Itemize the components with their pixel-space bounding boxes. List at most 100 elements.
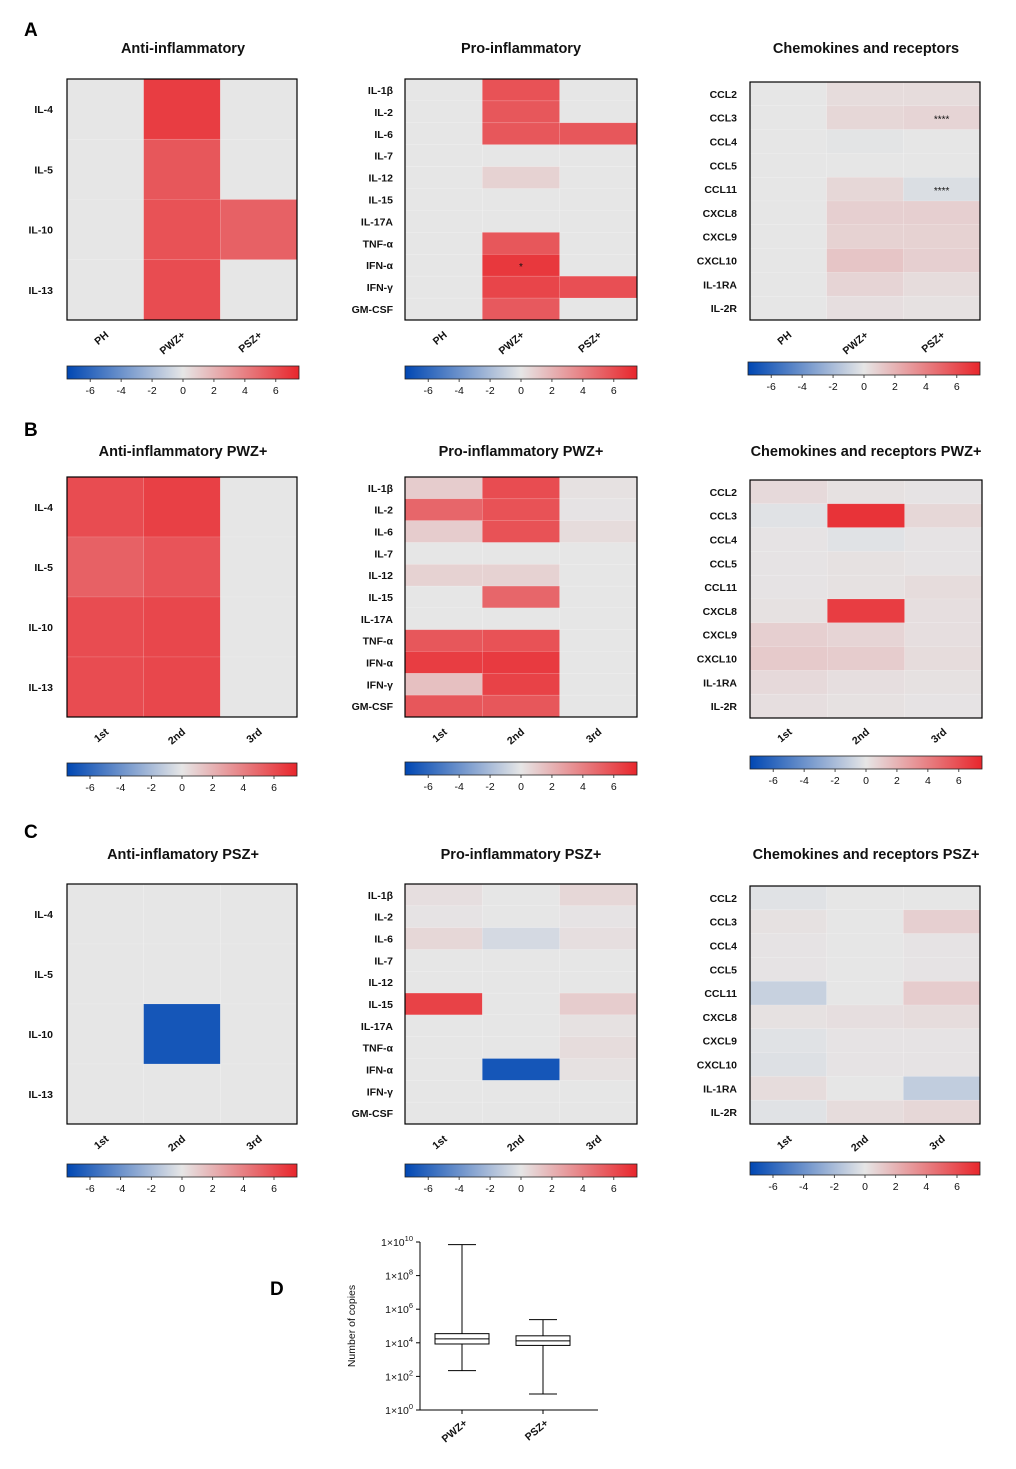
heatmap-cell (404, 253, 483, 277)
row-label: IFN-α (366, 657, 393, 669)
colorbar-tick-label: 4 (925, 775, 931, 787)
heatmap-cell (404, 694, 483, 718)
heatmap-cell (904, 551, 983, 576)
row-label: IL-10 (28, 622, 53, 634)
y-tick-label: 1×100 (385, 1402, 413, 1417)
row-label: IL-7 (374, 955, 393, 967)
colorbar-tick-label: 4 (240, 1183, 246, 1195)
column-label: PSZ+ (576, 329, 604, 355)
y-tick-base: 1×10 (381, 1237, 405, 1249)
row-label: IL-1RA (703, 677, 737, 689)
row-label: IL-2 (374, 107, 393, 119)
heatmap-cell (827, 551, 905, 576)
column-label: 3rd (244, 726, 264, 746)
column-label: 3rd (927, 1133, 947, 1153)
heatmap-cell (404, 1014, 483, 1038)
row-label: CXCL10 (697, 256, 737, 268)
heatmap-cell (749, 479, 828, 505)
heatmap-cell (826, 248, 904, 273)
row-label: IL-1RA (703, 1083, 737, 1095)
heatmap-frame (404, 476, 638, 718)
row-label: GM-CSF (352, 701, 394, 713)
heatmap-cell (559, 476, 638, 500)
heatmap-cell (66, 259, 144, 321)
colorbar-tick-label: -2 (147, 1183, 156, 1195)
heatmap-cell (904, 622, 983, 647)
heatmap-cell (826, 105, 904, 130)
heatmap-cell (143, 1003, 221, 1065)
heatmap-cell (559, 297, 638, 321)
heatmap-cell (404, 100, 483, 124)
heatmap-cell (559, 651, 638, 674)
y-tick-label: 1×102 (385, 1368, 413, 1383)
heatmap-cell (559, 1036, 638, 1059)
row-label: IL-17A (361, 614, 394, 626)
heatmap-cell (559, 498, 638, 521)
colorbar-tick-label: -4 (116, 782, 125, 794)
heatmap-cell (482, 970, 560, 994)
heatmap-frame (66, 883, 298, 1125)
row-label: IL-4 (34, 909, 53, 921)
colorbar-tick-label: 6 (611, 781, 617, 793)
row-label: IL-2 (374, 912, 393, 924)
heatmap-cell (482, 563, 560, 587)
heatmap-cell (220, 943, 298, 1005)
heatmap-cell (404, 651, 483, 674)
heatmap-cell (482, 629, 560, 652)
heatmap-frame (404, 78, 638, 321)
heatmap-cell (827, 479, 905, 505)
heatmap-cell (903, 1076, 981, 1101)
heatmap-cell (559, 949, 638, 972)
heatmap-cell (143, 883, 221, 945)
heatmap-cell (903, 295, 981, 321)
heatmap-cell (559, 542, 638, 565)
heatmap-cell (749, 153, 827, 178)
heatmap-cell (559, 883, 638, 907)
heatmap-cell (66, 78, 144, 140)
row-label: CCL5 (710, 964, 738, 976)
row-label: CCL4 (710, 535, 738, 547)
y-axis-label: Number of copies (346, 1285, 358, 1367)
heatmap-cell (827, 646, 905, 671)
y-tick-exponent: 4 (409, 1335, 413, 1344)
y-tick-label: 1×1010 (381, 1234, 413, 1249)
heatmap-cell (482, 585, 560, 609)
heatmap-cell (220, 138, 298, 200)
heatmap-cell (482, 1036, 560, 1059)
heatmap-4: Pro-inflammatory PWZ+ IL-1β IL-2 IL-6 IL-7 IL… (352, 444, 638, 793)
row-label: CCL4 (710, 137, 738, 149)
heatmap-cell (903, 909, 981, 934)
heatmap-cell (749, 957, 827, 982)
heatmap-cell (482, 1058, 560, 1081)
heatmap-cell (404, 1058, 483, 1081)
colorbar-tick-label: -6 (768, 1181, 777, 1193)
colorbar-tick-label: -4 (116, 1183, 125, 1195)
y-tick-base: 1×10 (385, 1271, 409, 1283)
heatmap-title: Anti-inflamatory PSZ+ (107, 847, 259, 863)
colorbar-tick-label: -6 (85, 782, 94, 794)
colorbar-tick-label: 0 (518, 385, 524, 397)
heatmap-cell (903, 1052, 981, 1077)
row-label: TNF-α (363, 1043, 394, 1055)
colorbar-tick-label: -4 (799, 1181, 808, 1193)
row-label: CCL11 (704, 988, 737, 1000)
heatmap-0: Anti-inflammatory IL-4 IL-5 IL-10 IL-13 PH PWZ… (28, 41, 300, 397)
heatmap-cell (220, 259, 298, 321)
heatmap-cell (903, 153, 981, 178)
row-label: IL-2R (711, 303, 738, 315)
row-label: CXCL8 (703, 208, 738, 220)
row-label: IL-17A (361, 216, 394, 228)
heatmap-cell (903, 129, 981, 154)
heatmap-cell (559, 563, 638, 587)
row-label: IFN-α (366, 260, 393, 272)
colorbar-tick-label: 2 (549, 1183, 555, 1195)
row-label: IL-1β (368, 483, 394, 495)
y-tick-exponent: 0 (409, 1402, 413, 1411)
row-label: CCL2 (710, 89, 738, 101)
colorbar-tick-label: 0 (518, 781, 524, 793)
colorbar-tick-label: 0 (180, 385, 186, 397)
heatmap-frame (749, 479, 983, 719)
colorbar-tick-label: -6 (769, 775, 778, 787)
y-tick-base: 1×10 (385, 1338, 409, 1350)
